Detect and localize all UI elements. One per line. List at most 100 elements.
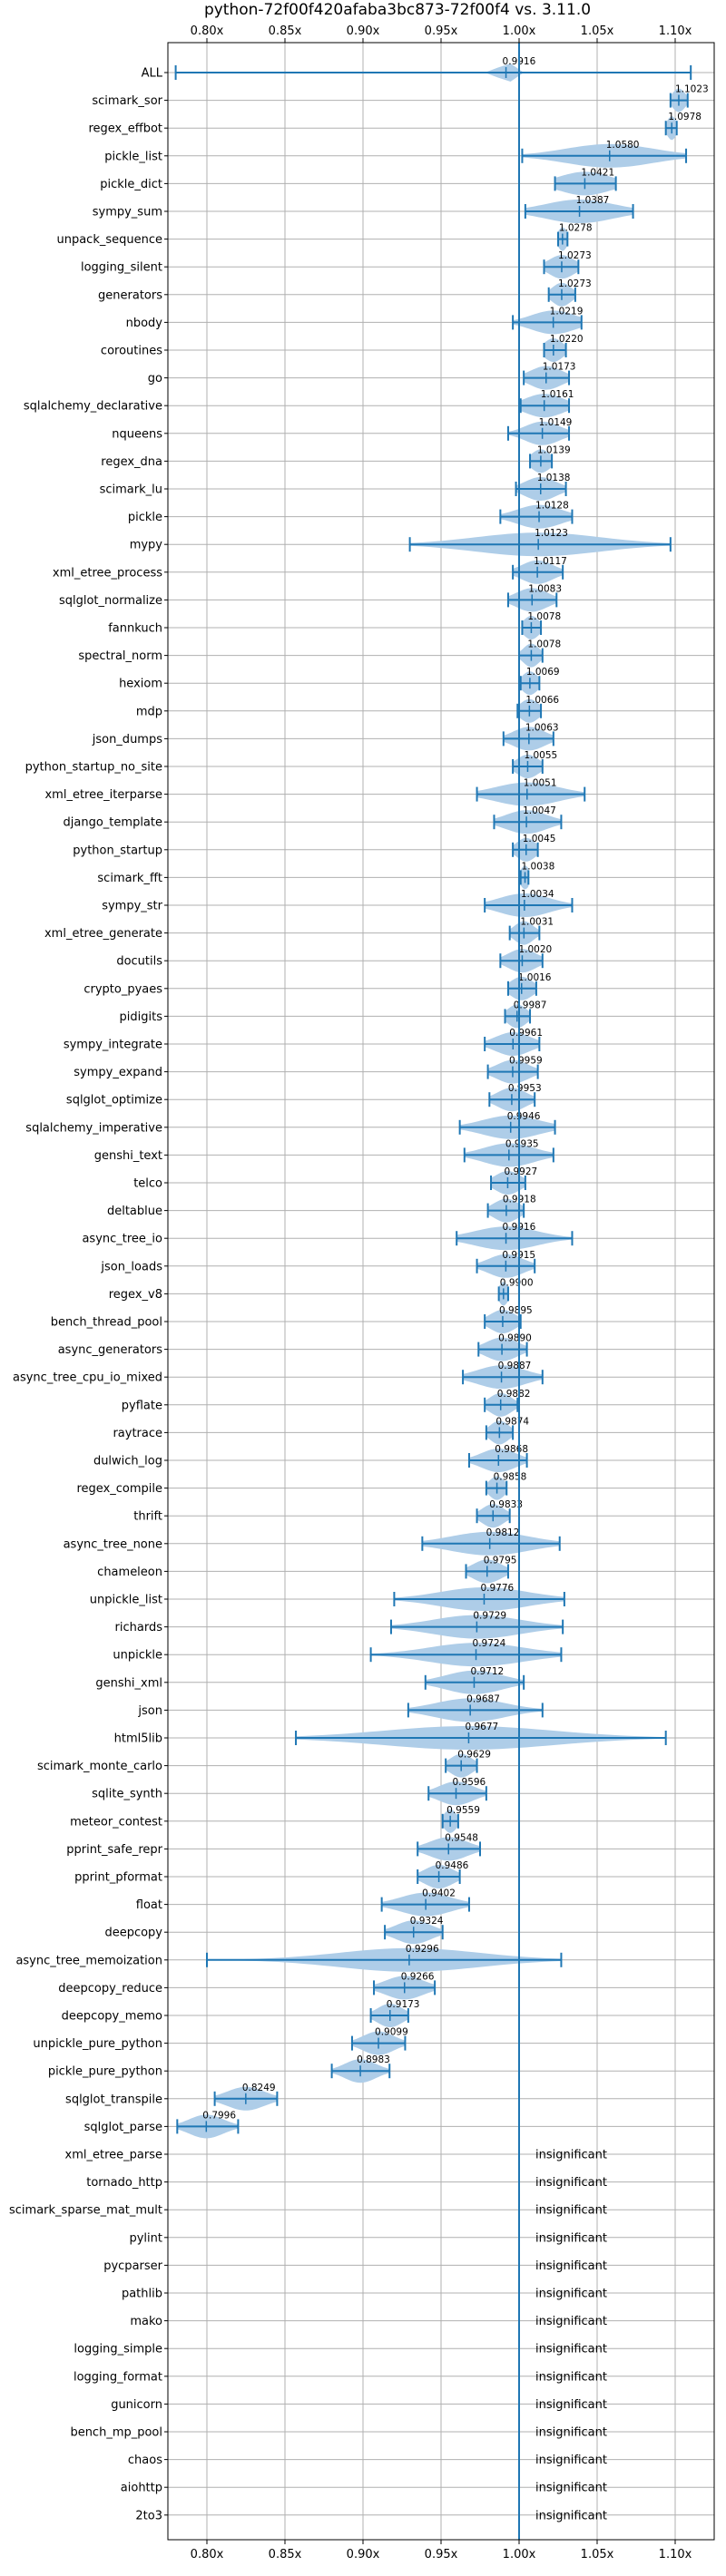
benchmark-label: django_template [64, 816, 162, 830]
grid-layer [168, 43, 714, 2540]
benchmark-label: pickle_pure_python [48, 2065, 162, 2079]
value-label: 0.9776 [480, 1583, 514, 1594]
value-label: 1.0051 [524, 778, 557, 789]
value-label: 0.9961 [509, 1028, 543, 1039]
benchmark-label: bench_thread_pool [51, 1316, 162, 1330]
benchmark-label: unpack_sequence [56, 233, 162, 247]
value-label: 0.9629 [457, 1750, 491, 1761]
x-tick-label-top: 1.05x [581, 24, 614, 38]
value-label: 0.9596 [453, 1777, 486, 1788]
benchmark-label: regex_v8 [109, 1288, 162, 1302]
x-tick-label-bottom: 0.95x [425, 2548, 458, 2561]
value-label: 0.9887 [498, 1361, 532, 1371]
benchmark-label: coroutines [101, 345, 162, 358]
benchmark-label: json_loads [100, 1260, 162, 1273]
benchmark-label: chameleon [97, 1566, 162, 1579]
value-label: 0.9173 [387, 1999, 420, 2010]
x-tick-label-top: 1.00x [503, 24, 536, 38]
value-label: 0.9548 [445, 1832, 478, 1843]
benchmark-label: docutils [116, 955, 162, 969]
value-label: 1.0138 [537, 473, 571, 483]
benchmark-label: mypy [130, 539, 163, 552]
benchmark-label: xml_etree_generate [44, 927, 162, 941]
value-label: 0.9874 [495, 1416, 529, 1427]
insignificant-label: insignificant [535, 2259, 607, 2273]
benchmark-label: fannkuch [108, 622, 162, 636]
insignificant-label: insignificant [535, 2482, 607, 2495]
benchmark-label: sqlalchemy_imperative [25, 1121, 162, 1135]
benchmark-label: regex_compile [76, 1482, 162, 1496]
benchmark-label: dulwich_log [93, 1455, 162, 1469]
benchmark-label: scimark_lu [100, 483, 162, 497]
benchmark-label: deepcopy_memo [62, 2010, 162, 2024]
benchmark-label: xml_etree_parse [65, 2149, 162, 2162]
insignificant-label: insignificant [535, 2509, 607, 2522]
value-label: 0.9833 [489, 1499, 523, 1510]
benchmark-label: python_startup_no_site [25, 761, 162, 775]
insignificant-label: insignificant [535, 2315, 607, 2328]
benchmark-label: sqlglot_optimize [66, 1094, 162, 1107]
benchmark-label: scimark_sor [92, 94, 162, 108]
x-tick-label-top: 0.85x [269, 24, 302, 38]
benchmark-label: async_tree_none [64, 1537, 162, 1551]
benchmark-label: unpickle [113, 1649, 162, 1663]
value-label: 1.0220 [550, 334, 584, 345]
value-label: 1.0047 [523, 805, 556, 816]
value-label: 0.9402 [422, 1888, 456, 1899]
value-label: 0.9795 [484, 1555, 517, 1566]
benchmark-label: sqlglot_parse [84, 2121, 162, 2134]
value-label: 0.9266 [401, 1971, 435, 1982]
value-label: 0.8249 [242, 2083, 276, 2093]
value-label: 0.9559 [446, 1805, 480, 1816]
violin-layer: 0.99161.10231.09781.05801.04211.03871.02… [174, 43, 709, 2540]
value-label: 1.0161 [541, 389, 574, 400]
value-label: 0.9953 [508, 1083, 542, 1094]
benchmark-label: pickle_list [104, 150, 162, 163]
value-label: 0.9677 [465, 1722, 498, 1732]
value-label: 1.0034 [521, 889, 554, 900]
value-label: 1.0083 [528, 583, 562, 594]
benchmark-label: logging_simple [74, 2343, 162, 2356]
benchmark-label: xml_etree_process [53, 566, 162, 580]
benchmark-label: deepcopy [104, 1927, 162, 1940]
value-label: 1.0173 [543, 362, 576, 373]
value-label: 1.0078 [527, 611, 561, 622]
benchmark-label: chaos [128, 2454, 162, 2467]
benchmark-label: python_startup [73, 844, 162, 857]
benchmark-label: bench_mp_pool [70, 2426, 162, 2440]
benchmark-label: pyflate [122, 1399, 162, 1412]
insignificant-label: insignificant [535, 2370, 607, 2384]
x-tick-label-top: 0.95x [425, 24, 458, 38]
benchmark-label: pickle_dict [100, 178, 162, 191]
benchmark-label: async_tree_cpu_io_mixed [13, 1371, 162, 1385]
value-label: 1.0016 [518, 972, 552, 983]
value-label: 0.8983 [357, 2054, 390, 2065]
value-label: 0.9959 [509, 1056, 543, 1067]
plot-frame [167, 42, 715, 2541]
value-label: 0.9687 [466, 1693, 500, 1704]
benchmark-label: async_tree_memoization [15, 1954, 162, 1967]
x-tick-label-bottom: 1.00x [503, 2548, 536, 2561]
benchmark-label: richards [115, 1621, 163, 1634]
value-label: 0.9900 [500, 1277, 534, 1288]
benchmark-label: genshi_xml [95, 1676, 162, 1690]
value-label: 0.9890 [498, 1333, 532, 1344]
benchmark-label: telco [133, 1177, 162, 1191]
benchmark-label: crypto_pyaes [83, 982, 162, 996]
value-label: 1.0031 [520, 917, 554, 928]
value-label: 0.9935 [505, 1138, 539, 1149]
x-tick-label-top: 0.90x [347, 24, 380, 38]
x-tick-label-bottom: 1.05x [581, 2548, 614, 2561]
benchmark-label: pprint_safe_repr [66, 1843, 162, 1857]
benchmark-label: thrift [133, 1510, 162, 1524]
benchmark-label: regex_effbot [88, 122, 162, 136]
benchmark-label: unpickle_pure_python [33, 2037, 162, 2051]
benchmark-label: html5lib [114, 1732, 162, 1746]
benchmark-label: logging_silent [81, 261, 162, 275]
benchmark-label: json_dumps [92, 733, 162, 746]
x-tick-label-bottom: 0.80x [191, 2548, 224, 2561]
benchmark-label: pprint_pformat [74, 1871, 162, 1885]
benchmark-label: nbody [126, 317, 163, 330]
value-label: 1.0273 [558, 278, 592, 289]
